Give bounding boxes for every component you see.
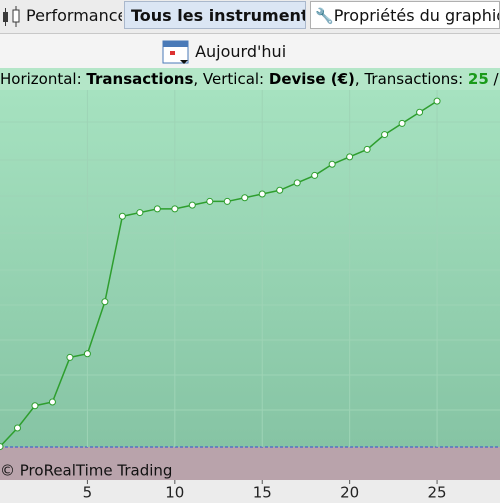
x-tick-label: 10 (165, 484, 184, 502)
point (433, 97, 441, 105)
point (118, 212, 126, 220)
today-button[interactable]: Aujourd'hui (162, 38, 286, 66)
point (398, 119, 406, 127)
point (31, 402, 39, 410)
text: , Vertical: (193, 70, 269, 88)
candle-icon (3, 6, 20, 27)
point (171, 205, 179, 213)
point (101, 298, 109, 306)
x-axis-area (0, 480, 500, 503)
plot-area (0, 90, 500, 447)
point (346, 153, 354, 161)
chart: © ProRealTime Trading 5 10 15 20 25 (0, 90, 500, 503)
point (363, 145, 371, 153)
x-tick-label: 15 (253, 484, 272, 502)
x-tick-label: 5 (83, 484, 93, 502)
point (311, 171, 319, 179)
label: Aujourd'hui (195, 42, 287, 61)
point (188, 201, 196, 209)
label: Performance (26, 6, 122, 25)
x-tick-label: 25 (428, 484, 447, 502)
text: / (493, 70, 499, 88)
x-tick-label: 20 (340, 484, 359, 502)
text: Transactions (86, 70, 194, 88)
date-bar: Aujourd'hui (0, 34, 500, 68)
point (223, 197, 231, 205)
copyright: © ProRealTime Trading (0, 462, 172, 480)
grid (0, 121, 500, 411)
point (13, 424, 21, 432)
properties-button[interactable]: 🔧Propriétés du graphique (310, 1, 500, 29)
toolbar: Performance Tous les instruments ▼ 🔧Prop… (0, 0, 500, 34)
point (416, 108, 424, 116)
label: Tous les instruments (131, 6, 306, 25)
point (83, 350, 91, 358)
point (241, 194, 249, 202)
point (153, 205, 161, 213)
point (381, 131, 389, 139)
point (258, 190, 266, 198)
point (293, 179, 301, 187)
calendar-icon (162, 40, 189, 64)
label: Propriétés du graphique (333, 6, 499, 25)
point (48, 398, 56, 406)
text: Horizontal: (0, 70, 87, 88)
point (206, 197, 214, 205)
point (0, 443, 4, 451)
point (136, 209, 144, 217)
text: Devise (€) (268, 70, 355, 88)
point (276, 186, 284, 194)
negative-area (0, 447, 500, 480)
point (66, 353, 74, 361)
point (328, 160, 336, 168)
info-bar: Horizontal: Transactions, Vertical: Devi… (0, 68, 500, 90)
instruments-dropdown[interactable]: Tous les instruments ▼ (124, 1, 306, 29)
performance-button[interactable]: Performance (0, 2, 122, 30)
text: , Transactions: (354, 70, 468, 88)
count: 25 (467, 70, 489, 88)
